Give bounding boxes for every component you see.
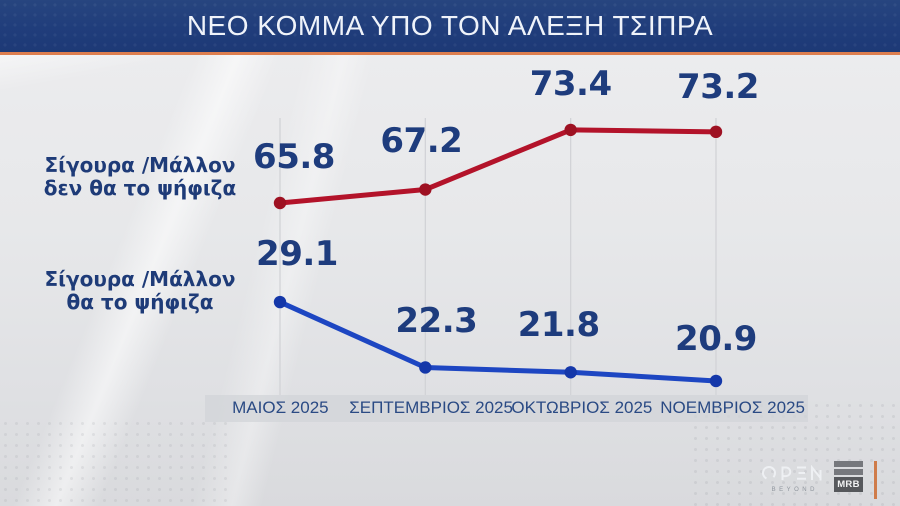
- footer-orange-divider: [874, 461, 877, 499]
- series-label-0: Σίγουρα /Μάλλον δεν θα το ψήφιζα: [44, 154, 236, 200]
- marker-series0-pt0: [273, 196, 287, 210]
- value-label-series0-pt2: 73.4: [529, 63, 612, 104]
- series-label-line: Σίγουρα /Μάλλον: [44, 267, 236, 291]
- category-axis-band: [205, 395, 808, 422]
- series-label-1: Σίγουρα /Μάλλον θα το ψήφιζα: [45, 268, 236, 314]
- value-label-series1-pt2: 21.8: [517, 305, 600, 346]
- marker-series0-pt3: [709, 125, 723, 139]
- open-tv-logo: BEYOND: [762, 464, 824, 493]
- marker-series1-pt2: [564, 366, 577, 379]
- series-label-line: θα το ψήφιζα: [66, 290, 214, 314]
- category-label-1: ΣΕΠΤΕΜΒΡΙΟΣ 2025: [349, 398, 513, 417]
- marker-series1-pt0: [273, 295, 287, 309]
- value-label-series1-pt1: 22.3: [395, 301, 478, 342]
- header-bar: ΝΕΟ ΚΟΜΜΑ ΥΠΟ ΤΟΝ ΑΛΕΞΗ ΤΣΙΠΡΑ: [0, 0, 900, 55]
- mrb-logo-bar: [834, 461, 863, 467]
- value-label-series0-pt0: 65.8: [253, 137, 335, 177]
- category-label-0: ΜΑΙΟΣ 2025: [232, 398, 329, 417]
- category-label-2: ΟΚΤΩΒΡΙΟΣ 2025: [511, 398, 653, 417]
- page-title: ΝΕΟ ΚΟΜΜΑ ΥΠΟ ΤΟΝ ΑΛΕΞΗ ΤΣΙΠΡΑ: [186, 10, 714, 41]
- value-label-series1-pt3: 20.9: [675, 318, 757, 359]
- marker-series1-pt3: [709, 374, 723, 388]
- value-label-series0-pt1: 67.2: [380, 120, 463, 161]
- marker-series1-pt1: [419, 361, 432, 374]
- mrb-logo-bar: [834, 469, 863, 475]
- series-line-1: [277, 299, 719, 384]
- value-label-series1-pt0: 29.1: [256, 234, 338, 275]
- value-label-series0-pt3: 73.2: [677, 66, 759, 107]
- mrb-logo-text: MRB: [834, 477, 863, 492]
- mrb-logo: MRB: [834, 461, 863, 496]
- open-logo-icon: [762, 464, 822, 481]
- series-label-line: δεν θα το ψήφιζα: [43, 176, 237, 200]
- open-beyond-label: BEYOND: [771, 487, 818, 493]
- series-line-0: [277, 127, 719, 206]
- marker-series0-pt1: [419, 183, 432, 196]
- series-label-line: Σίγουρα /Μάλλον: [44, 153, 236, 177]
- category-label-3: ΝΟΕΜΒΡΙΟΣ 2025: [660, 398, 805, 417]
- marker-series0-pt2: [564, 123, 577, 137]
